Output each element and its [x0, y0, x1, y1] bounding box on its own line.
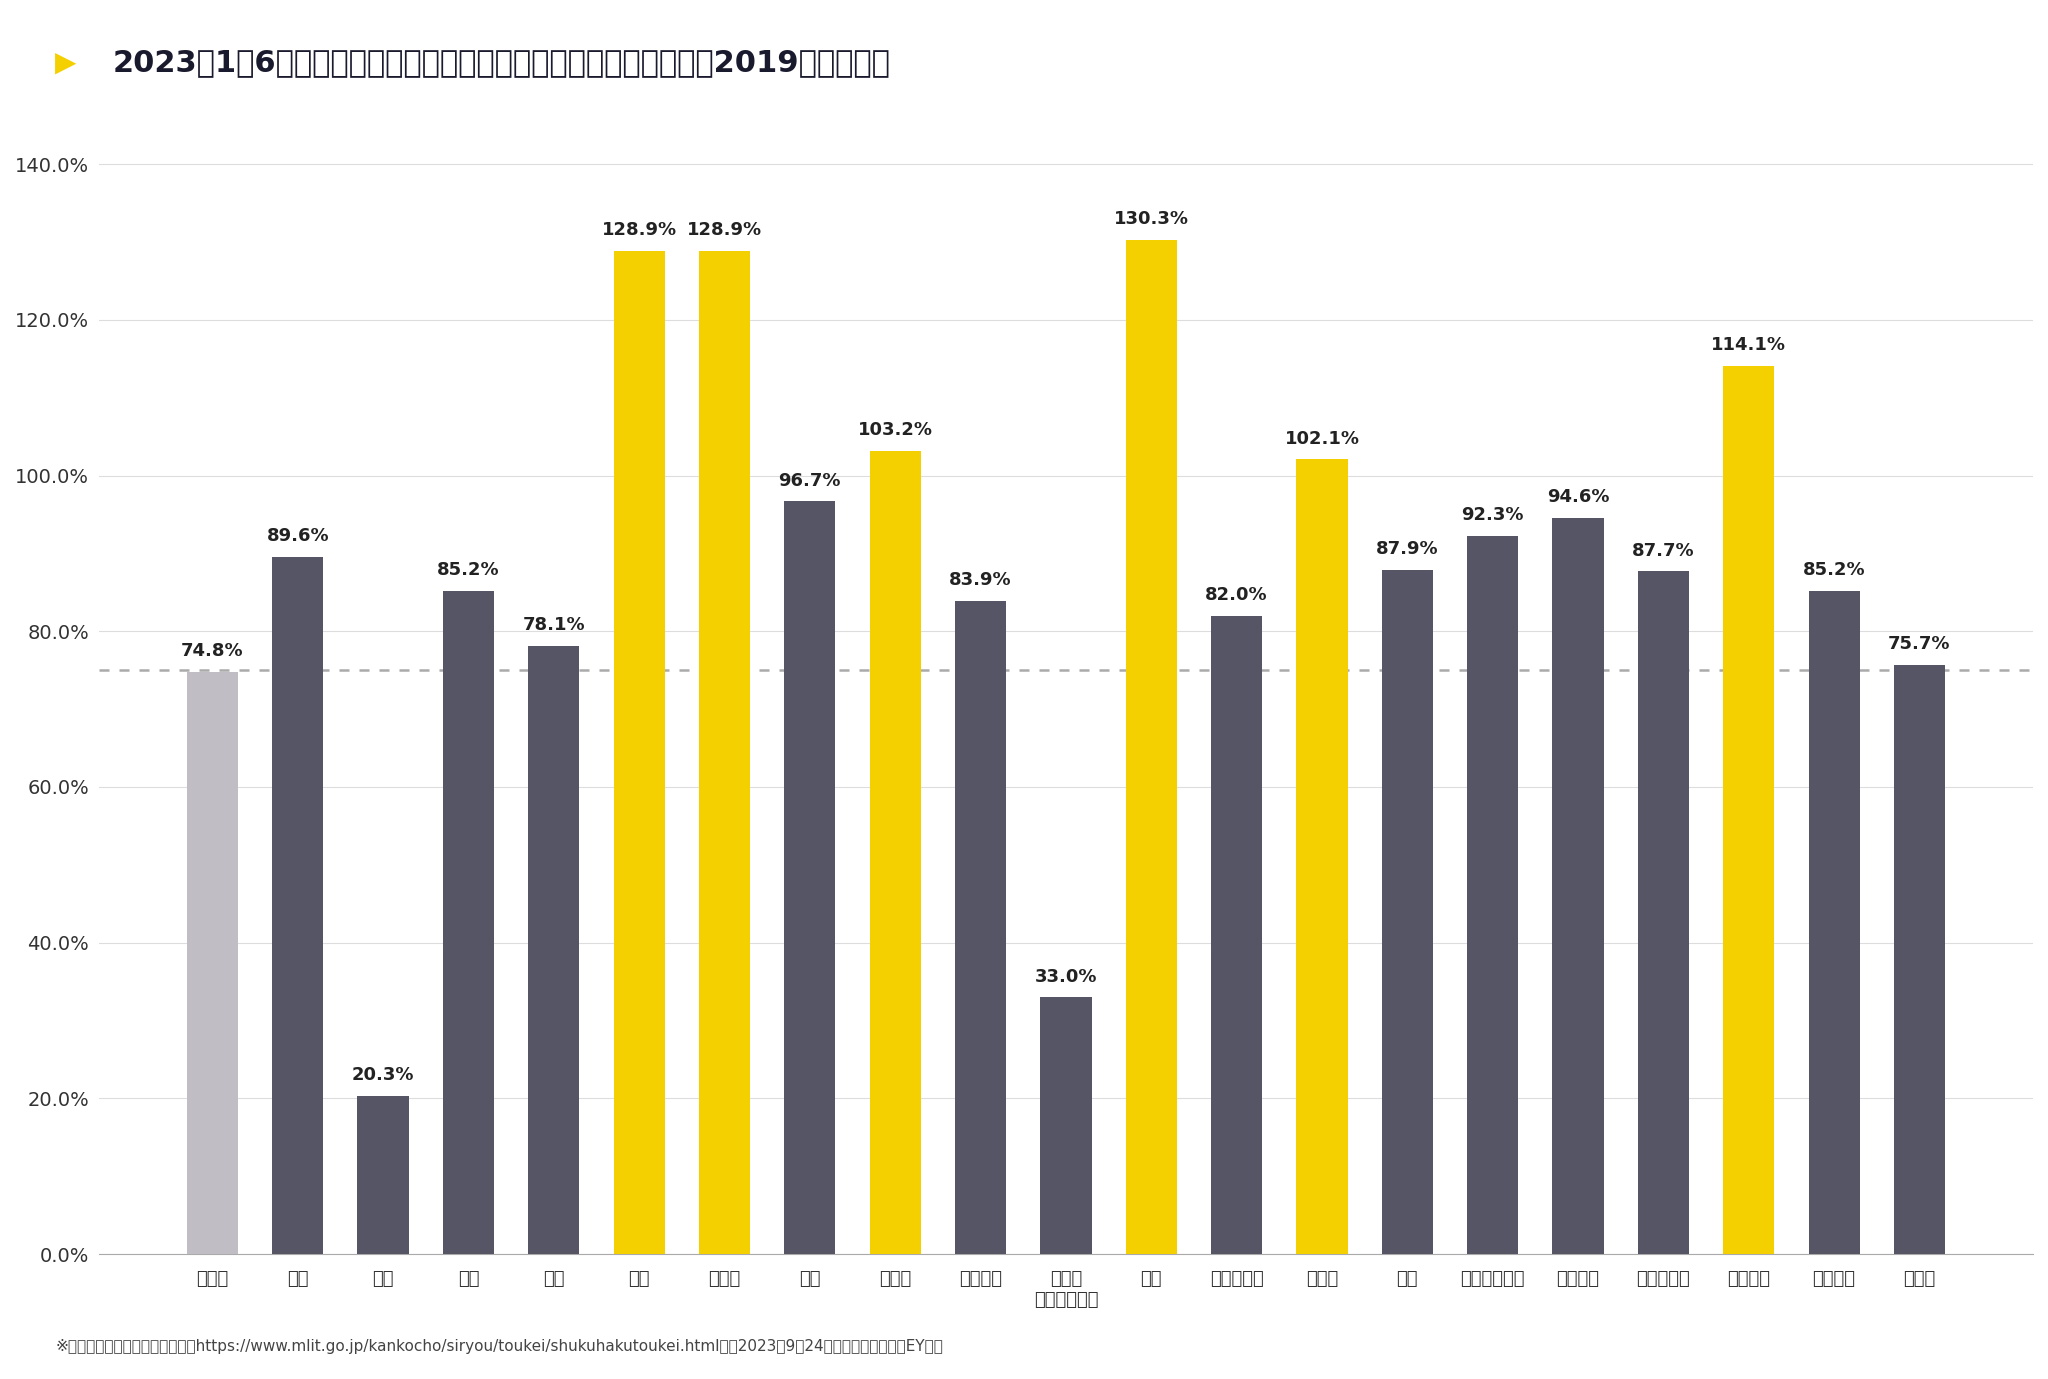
- Text: 87.9%: 87.9%: [1376, 541, 1438, 558]
- Bar: [1894, 665, 1946, 1254]
- Bar: [1638, 571, 1690, 1254]
- Bar: [358, 1096, 410, 1254]
- Bar: [1126, 240, 1178, 1254]
- Text: 96.7%: 96.7%: [778, 472, 842, 490]
- Text: 87.7%: 87.7%: [1632, 542, 1696, 560]
- Bar: [528, 647, 580, 1254]
- Text: 92.3%: 92.3%: [1462, 506, 1524, 524]
- Bar: [1466, 535, 1518, 1254]
- Text: 75.7%: 75.7%: [1888, 636, 1952, 654]
- Text: 2023年1～6月の国別インバウンド観光客延べ宿泊者数　（人泊、2019年同月比）: 2023年1～6月の国別インバウンド観光客延べ宿泊者数 （人泊、2019年同月比…: [113, 48, 891, 77]
- Text: 128.9%: 128.9%: [686, 221, 762, 239]
- Bar: [1210, 616, 1262, 1254]
- Text: 128.9%: 128.9%: [602, 221, 676, 239]
- Bar: [186, 672, 238, 1254]
- Bar: [614, 251, 666, 1254]
- Text: 20.3%: 20.3%: [352, 1066, 414, 1084]
- Bar: [1552, 517, 1604, 1254]
- Text: 74.8%: 74.8%: [180, 643, 244, 661]
- Text: 89.6%: 89.6%: [266, 527, 330, 545]
- Text: 102.1%: 102.1%: [1284, 430, 1360, 448]
- Text: 85.2%: 85.2%: [1802, 561, 1866, 579]
- Text: 85.2%: 85.2%: [436, 561, 500, 579]
- Bar: [784, 502, 836, 1254]
- Bar: [870, 451, 922, 1254]
- Bar: [954, 601, 1006, 1254]
- Bar: [1296, 459, 1348, 1254]
- Text: 82.0%: 82.0%: [1206, 586, 1268, 604]
- Text: 94.6%: 94.6%: [1546, 488, 1610, 506]
- Text: 33.0%: 33.0%: [1034, 968, 1098, 986]
- Text: 78.1%: 78.1%: [522, 616, 586, 634]
- Text: 114.1%: 114.1%: [1712, 336, 1786, 354]
- Bar: [1808, 590, 1860, 1254]
- Text: 130.3%: 130.3%: [1114, 210, 1188, 228]
- Text: 83.9%: 83.9%: [950, 571, 1012, 589]
- Bar: [1040, 997, 1092, 1254]
- Bar: [272, 557, 324, 1254]
- Text: 103.2%: 103.2%: [858, 421, 932, 439]
- Text: ※　観光庁「宿泊旅行統計調査」https://www.mlit.go.jp/kankocho/siryou/toukei/shukuhakutoukei.htm: ※ 観光庁「宿泊旅行統計調査」https://www.mlit.go.jp/ka…: [55, 1339, 944, 1354]
- Text: ▶: ▶: [55, 48, 76, 76]
- Bar: [1382, 570, 1434, 1254]
- Bar: [442, 590, 494, 1254]
- Bar: [1722, 365, 1774, 1254]
- Bar: [698, 251, 750, 1254]
